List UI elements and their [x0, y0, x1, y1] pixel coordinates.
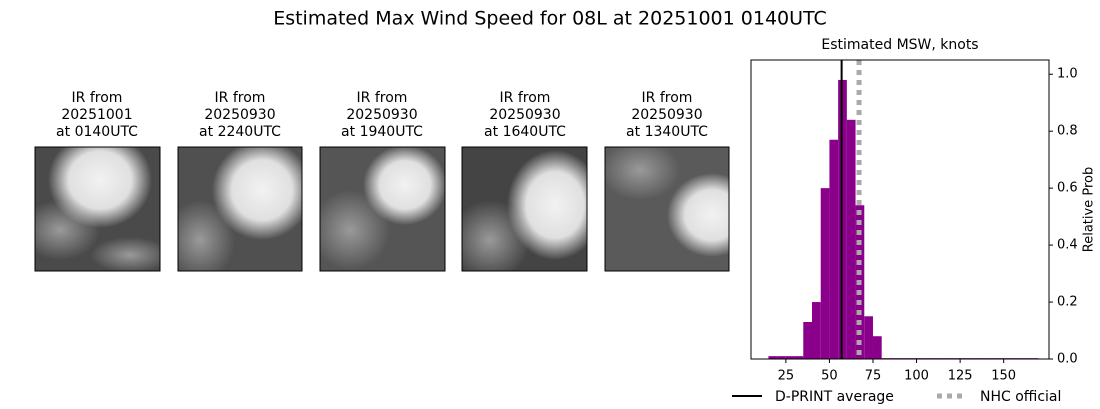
image-caption: at 1940UTC	[341, 124, 423, 140]
ir-image	[462, 147, 587, 271]
image-caption: 20250930	[631, 107, 702, 123]
y-tick-label: 0.2	[1057, 295, 1078, 310]
x-tick-label: 75	[865, 369, 882, 384]
bar	[846, 119, 856, 359]
bar	[794, 356, 804, 359]
image-caption: 20250930	[204, 107, 275, 123]
image-caption: at 1640UTC	[484, 124, 566, 140]
image-caption: at 0140UTC	[56, 124, 138, 140]
bar	[820, 188, 830, 359]
bar	[803, 321, 812, 359]
bar	[864, 316, 873, 359]
ir-image	[605, 147, 729, 271]
y-tick-label: 0.0	[1057, 352, 1078, 367]
image-caption: 20250930	[489, 107, 560, 123]
ir-image	[35, 147, 160, 271]
legend-label: D-PRINT average	[775, 389, 894, 405]
image-caption: IR from	[72, 90, 123, 106]
ir-image	[320, 147, 445, 271]
image-caption: at 2240UTC	[199, 124, 281, 140]
bar	[829, 139, 839, 359]
figure-title: Estimated Max Wind Speed for 08L at 2025…	[273, 8, 827, 30]
x-tick-label: 125	[948, 369, 973, 384]
plot-frame	[750, 59, 1050, 360]
image-caption: IR from	[215, 90, 266, 106]
y-tick-label: 0.4	[1057, 238, 1078, 253]
x-tick-label: 150	[991, 369, 1016, 384]
image-caption: at 1340UTC	[626, 124, 708, 140]
bar	[811, 302, 821, 359]
bar	[777, 356, 786, 359]
ir-images	[34, 146, 730, 272]
chart-title: Estimated MSW, knots	[821, 37, 978, 53]
y-tick-label: 0.6	[1057, 181, 1078, 196]
image-caption: IR from	[500, 90, 551, 106]
image-caption: 20251001	[61, 107, 132, 123]
image-caption: IR from	[357, 90, 408, 106]
y-axis-label: Relative Prob	[1082, 167, 1097, 252]
bar	[785, 356, 795, 359]
ir-image	[178, 147, 302, 271]
x-tick-label: 50	[821, 369, 838, 384]
x-tick-label: 100	[904, 369, 929, 384]
y-tick-label: 1.0	[1057, 67, 1078, 82]
bar	[768, 356, 778, 359]
bar	[872, 336, 882, 359]
y-tick-label: 0.8	[1057, 124, 1078, 139]
legend-label: NHC official	[980, 389, 1061, 405]
image-caption: 20250930	[346, 107, 417, 123]
x-tick-label: 25	[778, 369, 795, 384]
image-caption: IR from	[642, 90, 693, 106]
